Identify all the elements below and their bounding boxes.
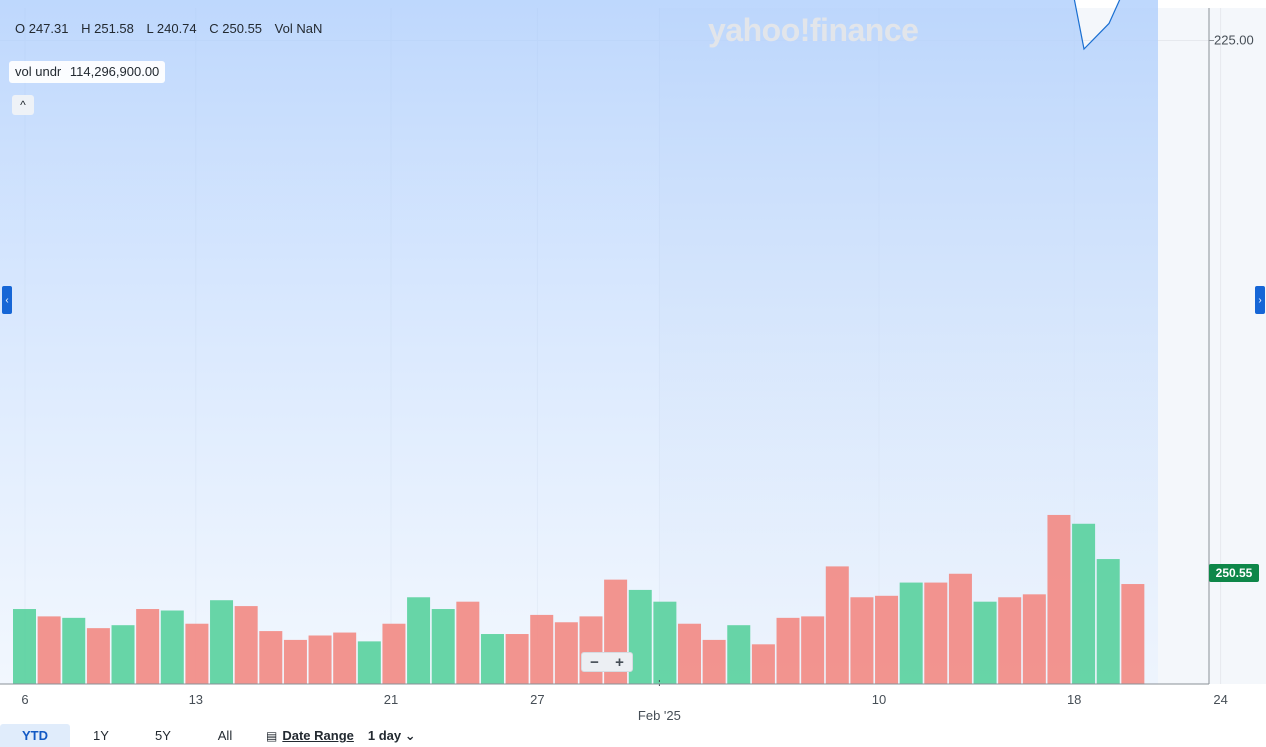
volume-bar	[111, 625, 135, 684]
x-tick-label: 21	[384, 692, 398, 707]
volume-bar	[678, 623, 702, 684]
volume-study-label[interactable]: vol undr 114,296,900.00	[9, 61, 166, 83]
volume-bar	[210, 600, 234, 684]
volume-bar	[653, 601, 677, 684]
close-value: C 250.55	[209, 21, 263, 36]
chevron-up-icon: ^	[20, 98, 26, 112]
volume-bar	[998, 597, 1022, 684]
range-ytd-button[interactable]: YTD	[0, 724, 70, 747]
price-chart[interactable]: 225.00250.00275.00300.00325.00350.00375.…	[0, 0, 1266, 724]
calendar-icon: ▤	[266, 728, 278, 743]
low-value: L 240.74	[146, 21, 197, 36]
volume-bar	[875, 595, 899, 684]
volume-bar	[185, 623, 209, 684]
volume-bar	[431, 609, 455, 684]
last-price-tag: 250.55	[1209, 564, 1259, 582]
volume-bar	[505, 634, 529, 684]
volume-bar	[924, 582, 948, 684]
price-area	[0, 0, 1158, 684]
volume-bar	[1022, 594, 1046, 684]
volume-bar	[62, 617, 86, 684]
volume-bar	[86, 628, 110, 684]
chevron-right-icon: ›	[1258, 294, 1262, 306]
zoom-control: − +	[581, 652, 633, 672]
volume-bar	[554, 622, 578, 684]
volume-study-name: vol undr	[15, 64, 62, 79]
scroll-right-button[interactable]: ›	[1255, 286, 1265, 314]
x-tick-label: 13	[189, 692, 203, 707]
range-5y-button[interactable]: 5Y	[155, 728, 171, 743]
scroll-left-button[interactable]: ‹	[2, 286, 12, 314]
date-range-button[interactable]: ▤ Date Range	[266, 728, 354, 743]
interval-label: 1 day	[367, 727, 402, 743]
chevron-left-icon: ‹	[5, 294, 9, 306]
volume-value: Vol NaN	[274, 21, 323, 36]
volume-bar	[628, 589, 652, 684]
high-value: H 251.58	[81, 21, 134, 36]
x-tick-label: Feb '25	[638, 708, 681, 723]
range-all-button[interactable]: All	[217, 728, 233, 743]
volume-bar	[308, 635, 332, 684]
zoom-in-button[interactable]: +	[615, 653, 624, 671]
y-tick-label: 225.00	[1214, 33, 1254, 48]
chevron-down-icon: ⌄	[404, 727, 416, 743]
zoom-out-button[interactable]: −	[590, 653, 599, 671]
date-range-label: Date Range	[282, 728, 354, 743]
volume-bar	[456, 601, 480, 684]
volume-bar	[234, 606, 258, 684]
volume-bar	[1096, 559, 1120, 684]
volume-bar	[37, 616, 61, 684]
interval-dropdown[interactable]: 1 day ⌄	[368, 728, 416, 744]
volume-bar	[579, 616, 603, 684]
volume-bar	[751, 644, 775, 684]
volume-study-value: 114,296,900.00	[69, 64, 160, 79]
volume-bar	[357, 641, 381, 684]
volume-bar	[259, 631, 283, 684]
volume-bar	[801, 616, 825, 684]
x-tick-label: 10	[872, 692, 886, 707]
yahoo-finance-watermark: yahoo!finance	[708, 12, 919, 48]
volume-bar	[1121, 584, 1145, 684]
volume-bar	[899, 582, 923, 684]
x-tick-label: 18	[1067, 692, 1081, 707]
volume-bar	[480, 634, 504, 684]
volume-bar	[333, 632, 357, 684]
volume-bar	[13, 609, 36, 684]
volume-bar	[283, 639, 307, 684]
volume-bar	[973, 601, 997, 684]
volume-bar	[727, 625, 751, 684]
ohlc-readout: O 247.31 H 251.58 L 240.74 C 250.55 Vol …	[15, 21, 331, 36]
x-tick-label: 27	[530, 692, 544, 707]
collapse-studies-button[interactable]: ^	[12, 95, 34, 115]
volume-bar	[382, 623, 406, 684]
range-1y-button[interactable]: 1Y	[93, 728, 109, 743]
x-tick-label: 6	[21, 692, 28, 707]
volume-bar	[825, 566, 849, 684]
volume-bar	[1047, 514, 1071, 684]
volume-bar	[948, 573, 972, 684]
volume-bar	[407, 597, 431, 684]
volume-bar	[776, 617, 800, 684]
volume-bar	[1072, 523, 1096, 684]
volume-bar	[530, 614, 554, 684]
volume-bar	[160, 610, 184, 684]
range-toolbar: YTD 1Y 5Y All ▤ Date Range 1 day ⌄	[0, 724, 1266, 747]
open-value: O 247.31	[15, 21, 69, 36]
volume-bar	[702, 639, 726, 684]
x-tick-label: 24	[1213, 692, 1227, 707]
volume-bar	[136, 609, 160, 684]
volume-bar	[850, 597, 874, 684]
